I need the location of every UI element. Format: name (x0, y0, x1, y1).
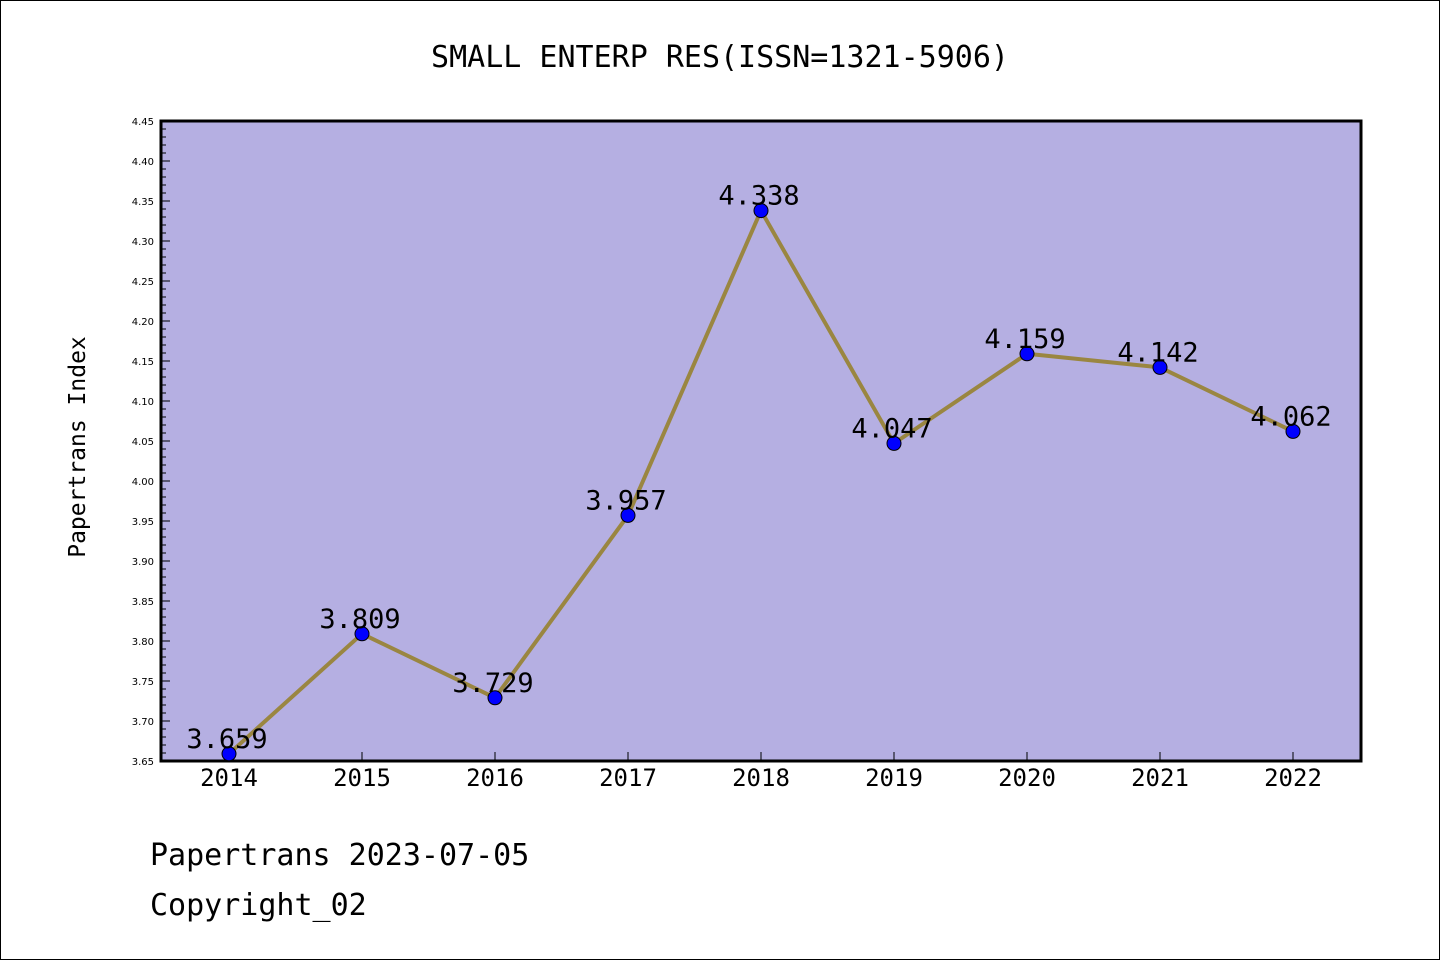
data-label: 3.729 (452, 668, 533, 699)
y-tick-label: 3.80 (132, 637, 154, 648)
data-label: 4.159 (984, 324, 1065, 355)
data-point (1152, 359, 1168, 375)
footer-copyright: Copyright_02 (150, 888, 367, 923)
x-tick-label: 2019 (865, 764, 923, 792)
x-tick-label: 2022 (1264, 764, 1322, 792)
y-tick-label: 4.40 (132, 157, 154, 168)
x-tick-label: 2016 (466, 764, 524, 792)
data-point (753, 203, 769, 219)
data-label: 3.957 (585, 485, 666, 516)
x-tick-label: 2015 (333, 764, 391, 792)
data-label: 4.047 (851, 413, 932, 444)
data-markers (221, 203, 1301, 762)
y-tick-label: 3.65 (132, 757, 154, 768)
data-label: 4.142 (1117, 337, 1198, 368)
x-tick-label: 2020 (998, 764, 1056, 792)
y-tick-label: 3.70 (132, 717, 154, 728)
x-axis-ticks: 2014 2015 2016 2017 2018 2019 2020 2021 2022 (200, 752, 1322, 792)
data-point (1285, 423, 1301, 439)
y-tick-label: 3.85 (132, 597, 154, 608)
data-point (354, 626, 370, 642)
y-tick-label: 4.30 (132, 237, 154, 248)
data-label: 3.809 (319, 604, 400, 635)
y-tick-label: 4.05 (132, 437, 154, 448)
data-label: 4.062 (1250, 401, 1331, 432)
y-tick-label: 3.90 (132, 557, 154, 568)
x-tick-label: 2021 (1131, 764, 1189, 792)
data-label: 4.338 (718, 181, 799, 212)
y-tick-label: 4.25 (132, 277, 154, 288)
data-point (1019, 346, 1035, 362)
x-tick-label: 2014 (200, 764, 258, 792)
y-tick-label: 3.95 (132, 517, 154, 528)
y-tick-label: 4.35 (132, 197, 154, 208)
y-tick-label: 3.75 (132, 677, 154, 688)
y-axis-label: Papertrans Index (65, 336, 91, 558)
y-axis-ticks: 3.65 3.70 3.75 3.80 3.85 3.90 3.95 4.00 4.05 4.10… (132, 117, 170, 768)
y-tick-label: 4.00 (132, 477, 154, 488)
data-point (886, 435, 902, 451)
y-tick-label: 4.10 (132, 397, 154, 408)
data-point (221, 746, 237, 762)
y-tick-label: 4.15 (132, 357, 154, 368)
data-label: 3.659 (186, 724, 267, 755)
y-tick-label: 4.20 (132, 317, 154, 328)
footer-date: Papertrans 2023-07-05 (150, 838, 529, 873)
data-point (620, 507, 636, 523)
chart-title: SMALL ENTERP RES(ISSN=1321-5906) (431, 40, 1009, 75)
x-tick-label: 2018 (732, 764, 790, 792)
y-tick-label: 4.45 (132, 117, 154, 128)
data-labels: 3.659 3.809 3.729 3.957 4.338 4.047 4.159 4.142… (186, 181, 1331, 755)
x-tick-label: 2017 (599, 764, 657, 792)
plot-area (159, 119, 1363, 763)
data-point (487, 690, 503, 706)
